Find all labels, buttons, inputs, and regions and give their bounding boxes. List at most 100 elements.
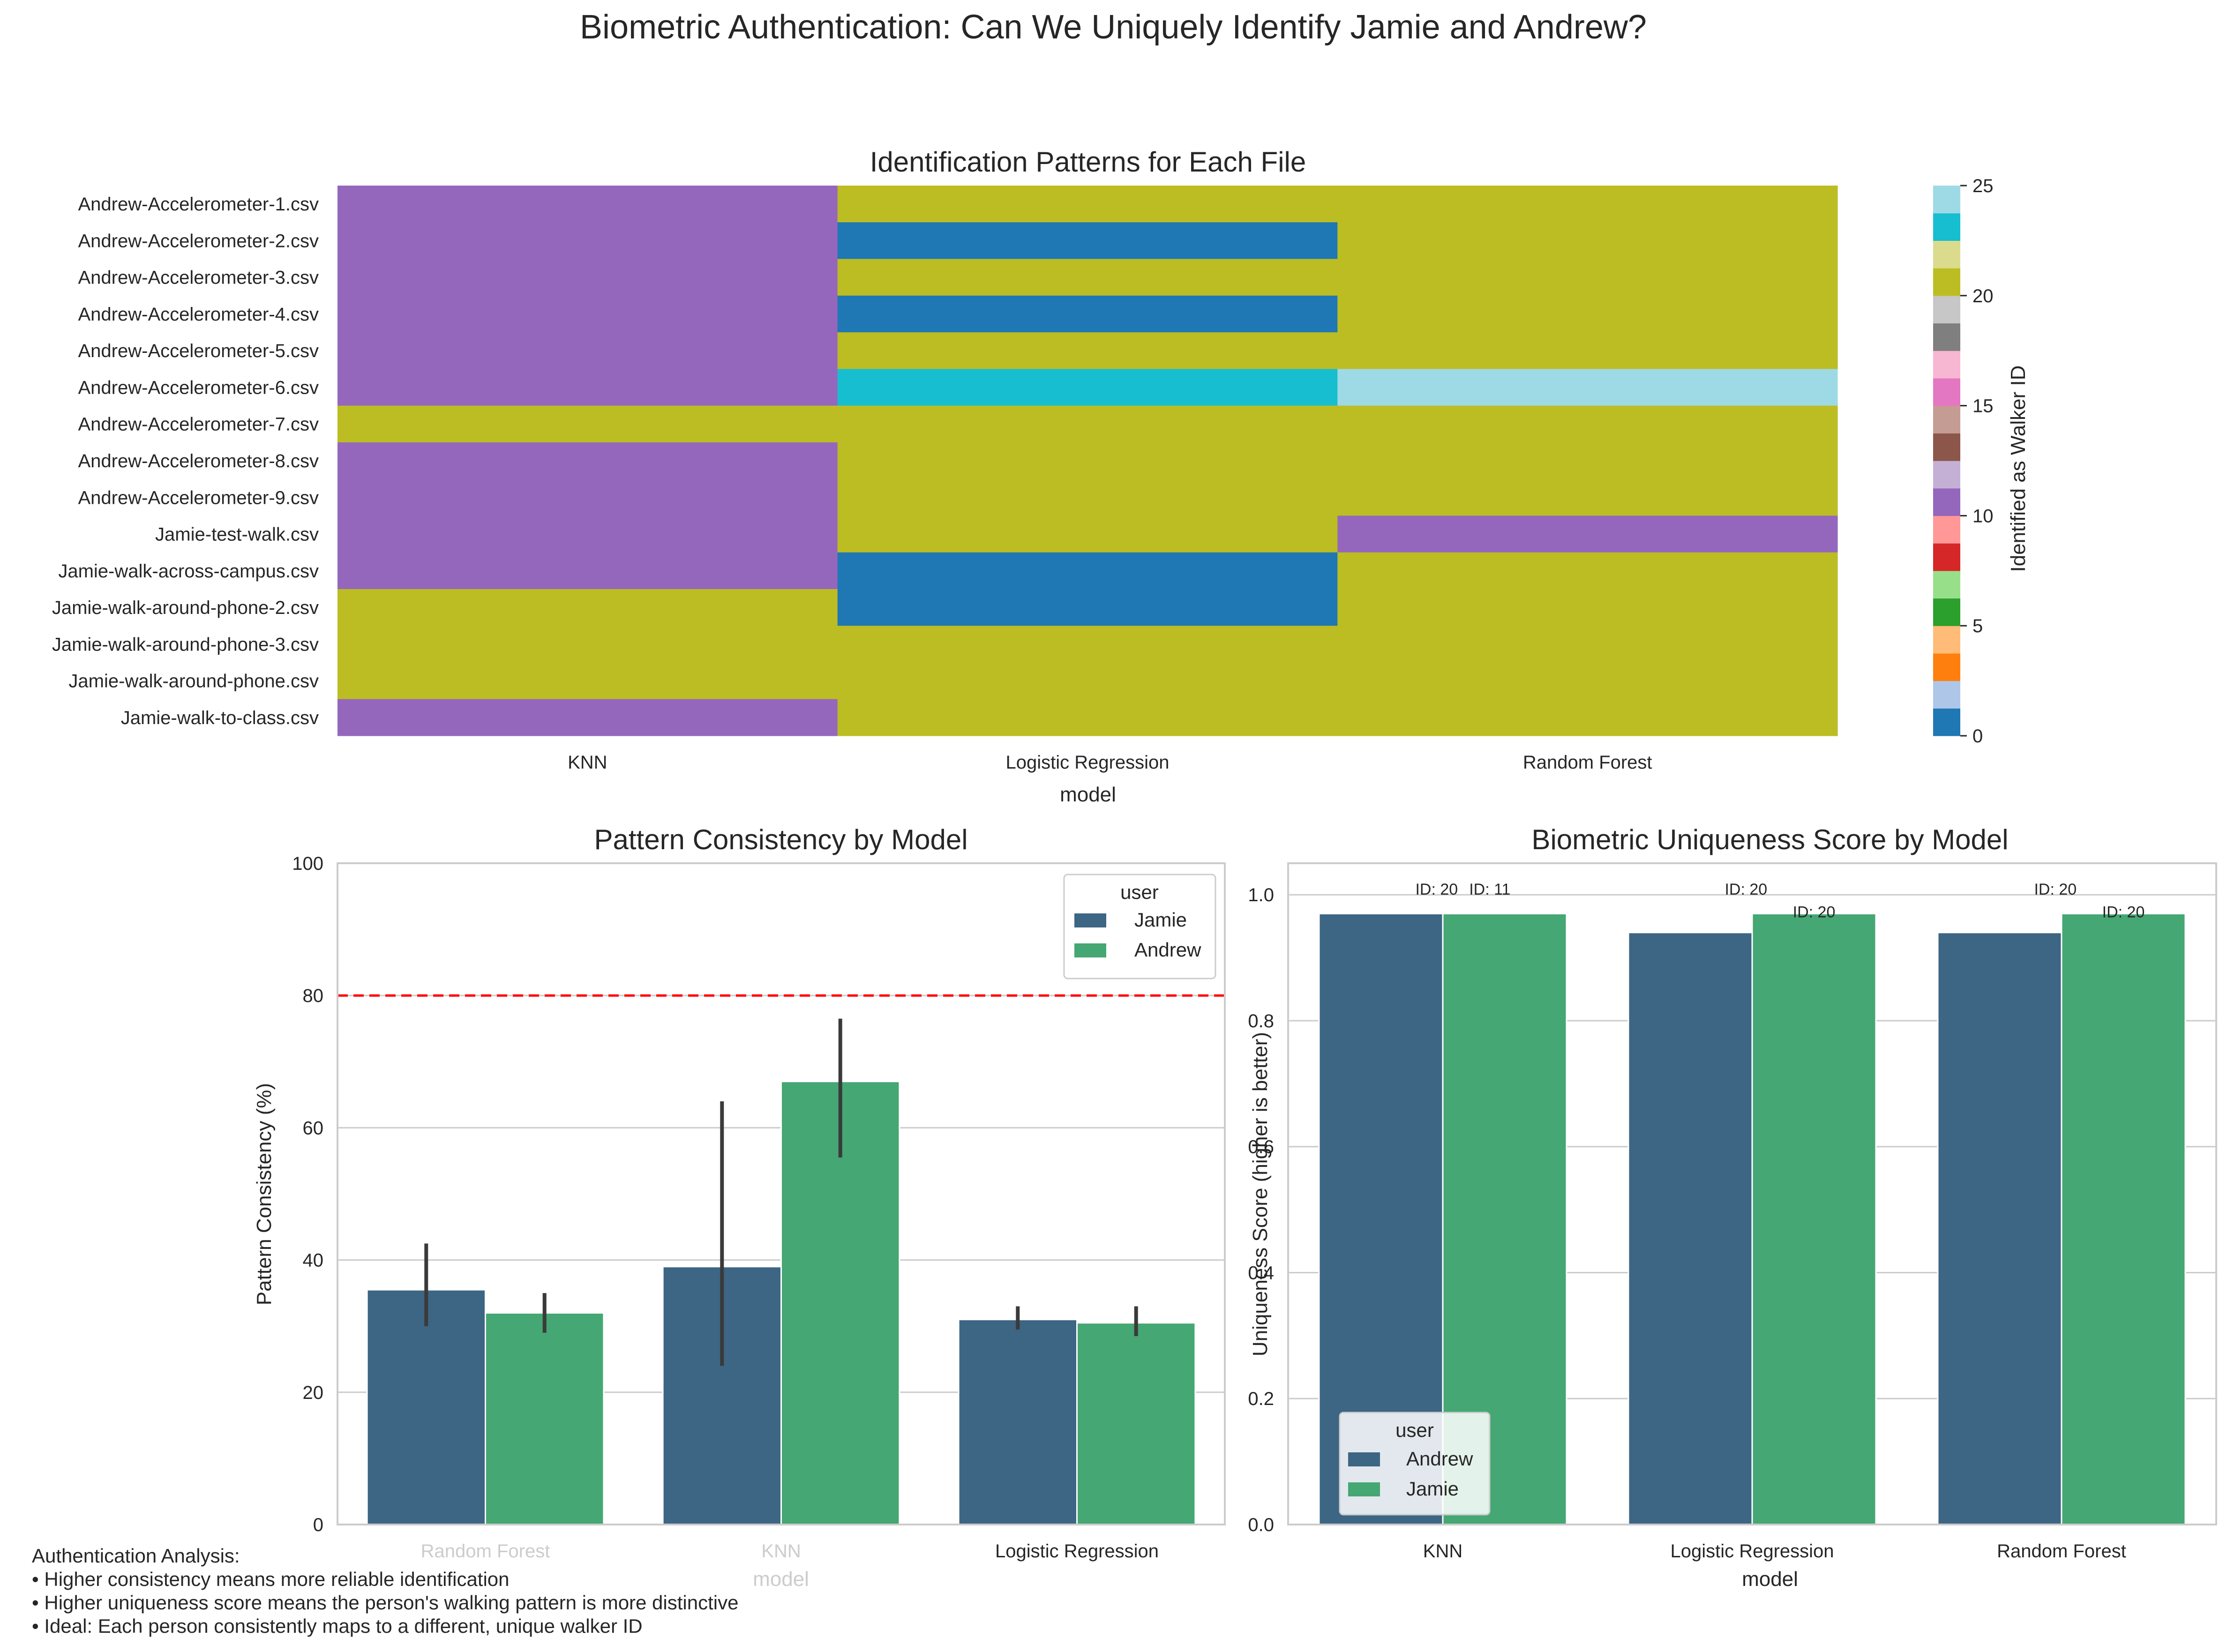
note-line: • Ideal: Each person consistently maps t… xyxy=(32,1615,643,1637)
consistency-title: Pattern Consistency by Model xyxy=(594,824,967,855)
heatmap-title: Identification Patterns for Each File xyxy=(870,146,1306,178)
heatmap-row-label: Andrew-Accelerometer-3.csv xyxy=(78,268,319,288)
legend-swatch-andrew xyxy=(1074,943,1106,957)
id-label-jamie-logistic-regression: ID: 20 xyxy=(1793,904,1836,921)
heatmap-cell-logistic-regression-5 xyxy=(837,332,1338,369)
heatmap-cell-random-forest-11 xyxy=(1337,552,1838,590)
colorbar-segment xyxy=(1933,378,1960,406)
colorbar-segment xyxy=(1933,323,1960,351)
heatmap-cell-knn-8 xyxy=(337,442,838,479)
xtick-label: Random Forest xyxy=(421,1541,550,1562)
heatmap-row-label: Andrew-Accelerometer-6.csv xyxy=(78,377,319,398)
heatmap-cell-logistic-regression-1 xyxy=(837,186,1338,223)
bar-jamie-logistic-regression xyxy=(1751,913,1877,1525)
uniqueness-xticks: KNN Logistic Regression Random Forest xyxy=(1423,1541,2126,1562)
id-label-jamie-random-forest: ID: 20 xyxy=(2102,904,2145,921)
heatmap-row-label: Jamie-test-walk.csv xyxy=(155,524,319,545)
xtick-label: Logistic Regression xyxy=(995,1541,1159,1562)
legend-label-jamie: Jamie xyxy=(1406,1478,1459,1500)
id-label-andrew-logistic-regression: ID: 20 xyxy=(1725,881,1767,898)
consistency-legend: user Jamie Andrew xyxy=(1063,874,1216,979)
colorbar-segment xyxy=(1933,268,1960,296)
colorbar-segment xyxy=(1933,461,1960,489)
note-line: • Higher consistency means more reliable… xyxy=(32,1568,510,1590)
uniqueness-legend: user Andrew Jamie xyxy=(1339,1412,1491,1516)
colorbar-segment xyxy=(1933,626,1960,654)
colorbar-tick-label: 10 xyxy=(1972,506,1994,526)
heatmap-row-label: Andrew-Accelerometer-7.csv xyxy=(78,414,319,435)
heatmap-cell-knn-14 xyxy=(337,662,838,700)
consistency-xticks: Random Forest KNN Logistic Regression xyxy=(421,1541,1159,1562)
ytick-label: 0.0 xyxy=(1248,1515,1274,1535)
ytick-label: 0 xyxy=(313,1515,323,1535)
colorbar-segment xyxy=(1933,433,1960,461)
heatmap-cell-logistic-regression-13 xyxy=(837,626,1338,663)
colorbar-segment xyxy=(1933,405,1960,434)
heatmap-cell-random-forest-4 xyxy=(1337,295,1838,333)
heatmap-row-label: Andrew-Accelerometer-9.csv xyxy=(78,487,319,508)
colorbar-tick-label: 15 xyxy=(1972,396,1994,417)
uniqueness-legend-title: user xyxy=(1395,1419,1434,1441)
heatmap-cell-random-forest-9 xyxy=(1337,479,1838,516)
uniqueness-ylabel: Uniqueness Score (higher is better) xyxy=(1249,1032,1272,1356)
legend-swatch-andrew xyxy=(1348,1452,1380,1466)
bar-jamie-logistic-regression xyxy=(958,1319,1078,1525)
ytick-label: 0.8 xyxy=(1248,1011,1274,1032)
colorbar-segment xyxy=(1933,240,1960,269)
colorbar-segment xyxy=(1933,186,1960,214)
bar-jamie-random-forest xyxy=(366,1289,486,1525)
heatmap-cell-logistic-regression-11 xyxy=(837,552,1338,590)
heatmap-cell-knn-15 xyxy=(337,699,838,736)
heatmap-column-label: Random Forest xyxy=(1523,752,1652,773)
colorbar-segment xyxy=(1933,680,1960,709)
heatmap-cell-logistic-regression-2 xyxy=(837,222,1338,260)
heatmap-cell-knn-13 xyxy=(337,626,838,663)
heatmap-row-label: Andrew-Accelerometer-4.csv xyxy=(78,304,319,325)
ytick-label: 60 xyxy=(303,1118,324,1138)
heatmap-row-label: Jamie-walk-around-phone-3.csv xyxy=(52,634,319,655)
heatmap-cell-logistic-regression-10 xyxy=(837,516,1338,553)
analysis-notes: Authentication Analysis: • Higher consis… xyxy=(32,1545,738,1637)
colorbar-tick-label: 20 xyxy=(1972,286,1994,306)
colorbar-segment xyxy=(1933,598,1960,626)
colorbar-segment xyxy=(1933,653,1960,681)
heatmap-cell-random-forest-5 xyxy=(1337,332,1838,369)
uniqueness-id-labels: ID: 20 ID: 11 ID: 20 ID: 20 ID: 20 ID: 20 xyxy=(1415,881,2145,921)
colorbar-label: Identified as Walker ID xyxy=(2007,366,2030,572)
uniqueness-yticks: 0.0 0.2 0.4 0.6 0.8 1.0 xyxy=(1248,885,1274,1535)
colorbar-segment xyxy=(1933,213,1960,241)
consistency-frame xyxy=(337,862,1226,1525)
heatmap-cell-random-forest-12 xyxy=(1337,589,1838,626)
heatmap-row-label: Andrew-Accelerometer-2.csv xyxy=(78,231,319,251)
heatmap-column-label: KNN xyxy=(568,752,607,773)
heatmap-cell-random-forest-13 xyxy=(1337,626,1838,663)
heatmap-cell-random-forest-15 xyxy=(1337,699,1838,736)
colorbar-tick-label: 25 xyxy=(1972,176,1994,196)
consistency-xlabel: model xyxy=(753,1568,809,1591)
heatmap-xlabel: model xyxy=(1060,783,1116,806)
colorbar-segment xyxy=(1933,351,1960,379)
heatmap-row-label: Andrew-Accelerometer-5.csv xyxy=(78,341,319,361)
consistency-panel: Pattern Consistency by Model 0 20 40 60 80 10… xyxy=(253,824,1226,1591)
colorbar-tick-label: 5 xyxy=(1972,616,1983,636)
ytick-label: 100 xyxy=(292,853,323,874)
ytick-label: 1.0 xyxy=(1248,885,1274,905)
heatmap-row-labels: Andrew-Accelerometer-1.csv Andrew-Acceler… xyxy=(52,194,319,728)
heatmap-column-labels: KNN Logistic Regression Random Forest xyxy=(568,752,1652,773)
heatmap-cell-knn-3 xyxy=(337,259,838,296)
ytick-label: 0.6 xyxy=(1248,1137,1274,1158)
xtick-label: Random Forest xyxy=(1997,1541,2126,1562)
bar-andrew-random-forest xyxy=(485,1312,605,1525)
heatmap-row-label: Jamie-walk-across-campus.csv xyxy=(58,561,319,582)
heatmap-cell-logistic-regression-12 xyxy=(837,589,1338,626)
colorbar-segment xyxy=(1933,295,1960,324)
heatmap-cell-knn-10 xyxy=(337,516,838,553)
consistency-yticks: 0 20 40 60 80 100 xyxy=(292,853,323,1535)
xtick-label: Logistic Regression xyxy=(1670,1541,1834,1562)
ytick-label: 80 xyxy=(303,986,324,1006)
uniqueness-xlabel: model xyxy=(1742,1568,1798,1591)
id-label-jamie-knn: ID: 11 xyxy=(1469,881,1510,898)
heatmap-cell-logistic-regression-14 xyxy=(837,662,1338,700)
id-label-andrew-random-forest: ID: 20 xyxy=(2034,881,2077,898)
